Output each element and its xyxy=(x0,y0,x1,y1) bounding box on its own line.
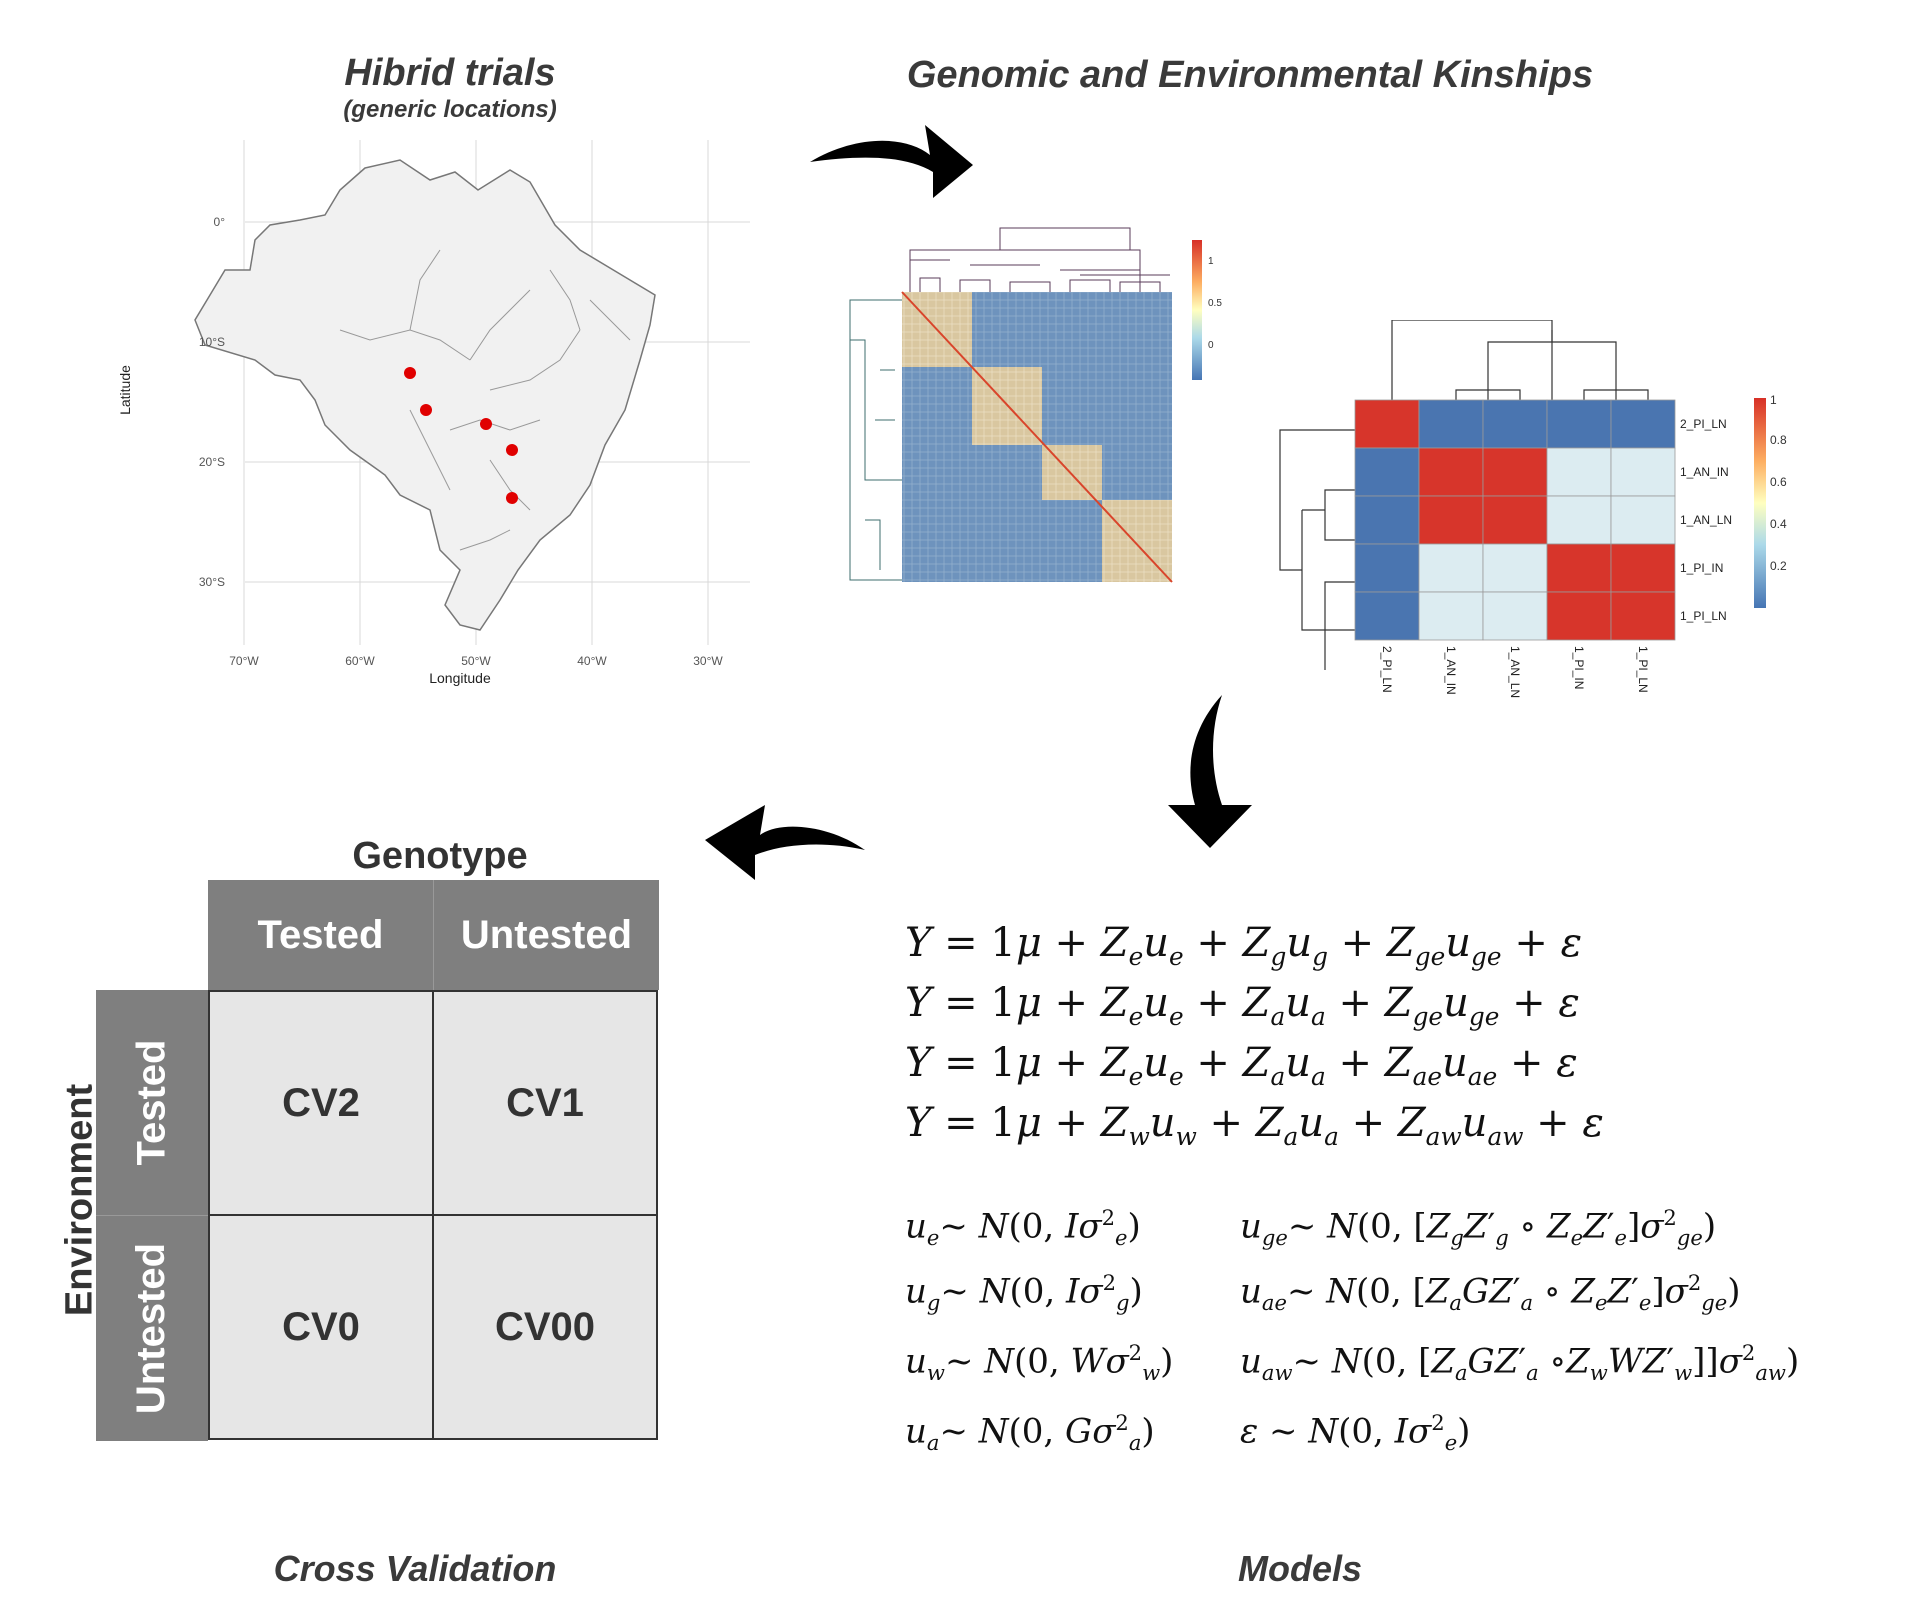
env-legend-tick: 0.6 xyxy=(1770,475,1787,489)
genotype-header: Genotype xyxy=(352,835,528,877)
heatmap-cell xyxy=(1546,399,1612,449)
row-untested-label: Untested xyxy=(129,1242,174,1415)
heatmap-cell xyxy=(1354,591,1420,641)
heatmap-cell xyxy=(1610,399,1676,449)
heatmap-row-label: 1_PI_IN xyxy=(1680,561,1723,575)
heatmap-cell xyxy=(1418,591,1484,641)
cell-cv2: CV2 xyxy=(208,990,434,1216)
dist-uge: uge~ N(0, [ZgZ′g ∘ ZeZ′e]σ2ge) xyxy=(1240,1205,1717,1251)
heatmap-col-label: 1_PI_IN xyxy=(1572,646,1586,689)
heatmap-cell xyxy=(1482,591,1548,641)
heatmap-row-label: 1_AN_LN xyxy=(1680,513,1732,527)
cross-validation-title: Cross Validation xyxy=(273,1548,557,1589)
dist-uae: uae~ N(0, [ZaGZ′a ∘ ZeZ′e]σ2ge) xyxy=(1240,1270,1741,1316)
heatmap-row-label: 1_PI_LN xyxy=(1680,609,1727,623)
heatmap-cell xyxy=(1418,447,1484,497)
lat-tick: 10°S xyxy=(199,335,225,349)
heatmap-cell xyxy=(1610,543,1676,593)
heatmap-cell xyxy=(1482,447,1548,497)
col-tested: Tested xyxy=(208,880,433,990)
lat-tick: 20°S xyxy=(199,455,225,469)
genomic-heatmap: 1 0.5 0 xyxy=(840,220,1240,600)
heatmap-cell xyxy=(1418,543,1484,593)
heatmap-cell xyxy=(1482,399,1548,449)
lat-tick: 30°S xyxy=(199,575,225,589)
models-title: Models xyxy=(1237,1548,1362,1589)
model-equation-2: Y = 1μ + Zeue + Zaua + Zgeuge + ε xyxy=(905,980,1580,1031)
heatmap-col-label: 2_PI_LN xyxy=(1380,646,1394,693)
heatmap-cell xyxy=(1546,495,1612,545)
gen-legend-tick: 1 xyxy=(1208,256,1214,267)
arrow-left-icon xyxy=(705,805,865,880)
heatmap-cell xyxy=(1610,495,1676,545)
heatmap-row-label: 1_AN_IN xyxy=(1680,465,1729,479)
heatmap-cell xyxy=(1546,543,1612,593)
heatmap-cell xyxy=(1546,591,1612,641)
dist-ua: ua~ N(0, Gσ2a) xyxy=(905,1410,1155,1456)
row-tested: Tested xyxy=(96,990,208,1215)
heatmap-cell xyxy=(1354,447,1420,497)
heatmap-cell xyxy=(1418,495,1484,545)
model-equation-3: Y = 1μ + Zeue + Zaua + Zaeuae + ε xyxy=(905,1040,1578,1091)
heatmap-cell xyxy=(1418,399,1484,449)
map-ylabel: Latitude xyxy=(117,365,133,415)
trials-subtitle: (generic locations) xyxy=(343,96,557,123)
lon-tick: 70°W xyxy=(229,654,259,668)
col-untested: Untested xyxy=(433,880,659,990)
heatmap-cell xyxy=(1610,591,1676,641)
arrow-right-icon xyxy=(810,125,973,198)
row-tested-label: Tested xyxy=(129,1039,174,1166)
cell-cv00: CV00 xyxy=(432,1214,658,1440)
heatmap-cell xyxy=(1610,447,1676,497)
env-legend-tick: 0.8 xyxy=(1770,433,1787,447)
env-legend-tick: 1 xyxy=(1770,393,1777,407)
heatmap-cell xyxy=(1482,543,1548,593)
lon-tick: 40°W xyxy=(577,654,607,668)
heatmap-col-label: 1_AN_IN xyxy=(1444,646,1458,695)
lat-tick: 0° xyxy=(214,215,226,229)
lon-tick: 30°W xyxy=(693,654,723,668)
trials-title: Hibrid trials xyxy=(344,52,556,94)
heatmap-cell xyxy=(1354,495,1420,545)
trials-map: 0° 10°S 20°S 30°S 70°W 60°W 50°W 40°W 30… xyxy=(117,140,750,686)
gen-legend-tick: 0 xyxy=(1208,340,1214,351)
heatmap-cell xyxy=(1546,447,1612,497)
heatmap-row-label: 2_PI_LN xyxy=(1680,417,1727,431)
dist-ue: ue~ N(0, Iσ2e) xyxy=(905,1205,1141,1251)
row-untested: Untested xyxy=(96,1215,208,1441)
gen-legend-tick: 0.5 xyxy=(1208,298,1222,309)
dist-uw: uw~ N(0, Wσ2w) xyxy=(905,1340,1174,1386)
dist-uaw: uaw~ N(0, [ZaGZ′a ∘ZwWZ′w]]σ2aw) xyxy=(1240,1340,1800,1386)
heatmap-cell xyxy=(1482,495,1548,545)
model-equation-1: Y = 1μ + Zeue + Zgug + Zgeuge + ε xyxy=(905,920,1583,971)
dist-ug: ug~ N(0, Iσ2g) xyxy=(905,1270,1143,1316)
lon-tick: 60°W xyxy=(345,654,375,668)
model-equation-4: Y = 1μ + Zwuw + Zaua + Zawuaw + ε xyxy=(905,1100,1604,1151)
brazil-shape xyxy=(194,159,656,631)
cell-cv1: CV1 xyxy=(432,990,658,1216)
map-xlabel: Longitude xyxy=(429,670,491,686)
cell-cv0: CV0 xyxy=(208,1214,434,1440)
heatmap-col-label: 1_PI_LN xyxy=(1636,646,1650,693)
heatmap-cell xyxy=(1354,399,1420,449)
lon-tick: 50°W xyxy=(461,654,491,668)
kinships-title: Genomic and Environmental Kinships xyxy=(906,54,1594,96)
dist-epsilon: ε ~ N(0, Iσ2e) xyxy=(1240,1410,1471,1456)
env-legend-tick: 0.4 xyxy=(1770,517,1787,531)
arrow-down-icon xyxy=(1168,695,1252,848)
env-legend-tick: 0.2 xyxy=(1770,559,1787,573)
heatmap-cell xyxy=(1354,543,1420,593)
environmental-heatmap: 1 0.8 0.6 0.4 0.2 2_PI_LN 1_AN_IN 1_AN_LN 1… xyxy=(1270,319,1790,760)
heatmap-col-label: 1_AN_LN xyxy=(1508,646,1522,698)
